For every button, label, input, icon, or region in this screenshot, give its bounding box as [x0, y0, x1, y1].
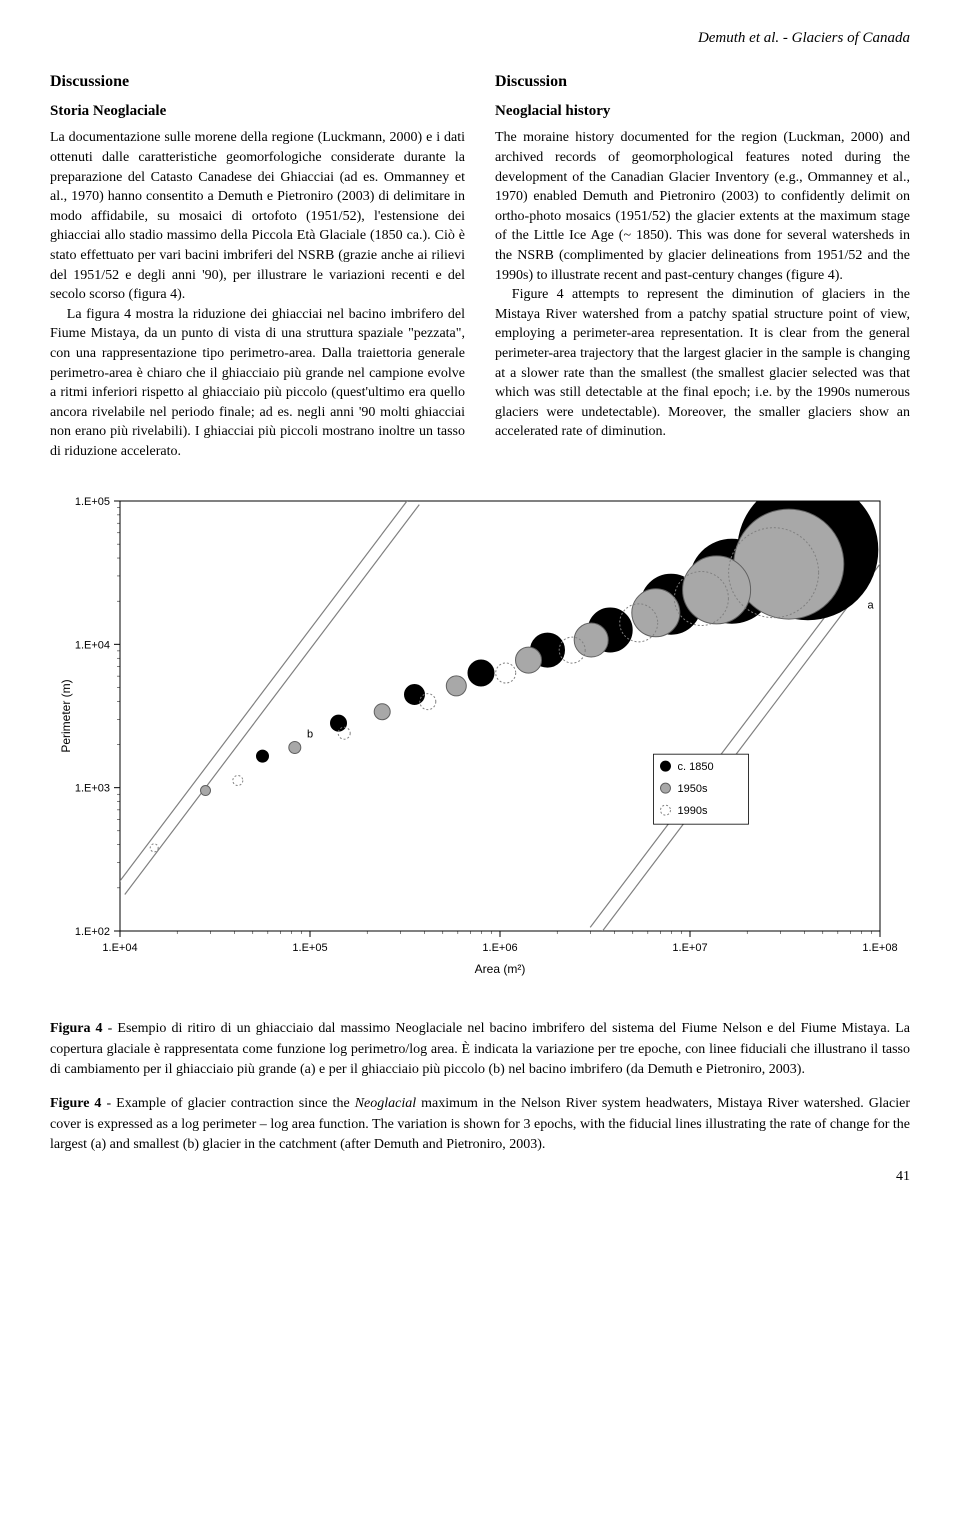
figure-4-chart: 1.E+04 1.E+05 1.E+06 1.E+07 1.E+08 1.E+02 1.E+… — [50, 481, 910, 1001]
left-title: Discussione — [50, 71, 465, 93]
caption-italian: Figura 4 - Esempio di ritiro di un ghiac… — [50, 1019, 910, 1080]
header-citation: Demuth et al. - Glaciers of Canada — [50, 30, 910, 47]
svg-text:1.E+05: 1.E+05 — [75, 496, 110, 508]
caption-en-label: Figure 4 — [50, 1096, 101, 1111]
svg-text:1.E+07: 1.E+07 — [672, 942, 707, 954]
right-subtitle: Neoglacial history — [495, 101, 910, 122]
caption-english: Figure 4 - Example of glacier contractio… — [50, 1094, 910, 1155]
left-subtitle: Storia Neoglaciale — [50, 101, 465, 122]
svg-text:1950s: 1950s — [678, 784, 708, 796]
two-column-layout: Discussione Storia Neoglaciale La docume… — [50, 71, 910, 461]
svg-text:1990s: 1990s — [678, 806, 708, 818]
left-para2: La figura 4 mostra la riduzione dei ghia… — [50, 305, 465, 462]
svg-text:c. 1850: c. 1850 — [678, 762, 714, 774]
svg-text:b: b — [307, 729, 313, 741]
svg-text:1.E+04: 1.E+04 — [102, 942, 137, 954]
perimeter-area-chart-svg: 1.E+04 1.E+05 1.E+06 1.E+07 1.E+08 1.E+02 1.E+… — [50, 481, 910, 1001]
svg-text:1.E+05: 1.E+05 — [292, 942, 327, 954]
caption-en-pre: - Example of glacier contraction since t… — [101, 1096, 354, 1111]
right-para1: The moraine history documented for the r… — [495, 128, 910, 285]
right-column: Discussion Neoglacial history The morain… — [495, 71, 910, 461]
left-column: Discussione Storia Neoglaciale La docume… — [50, 71, 465, 461]
page-number: 41 — [50, 1169, 910, 1185]
svg-text:1.E+03: 1.E+03 — [75, 783, 110, 795]
right-para2: Figure 4 attempts to represent the dimin… — [495, 285, 910, 442]
svg-text:1.E+02: 1.E+02 — [75, 926, 110, 938]
right-title: Discussion — [495, 71, 910, 93]
svg-text:Perimeter (m): Perimeter (m) — [59, 680, 73, 753]
svg-text:1.E+08: 1.E+08 — [862, 942, 897, 954]
svg-text:1.E+04: 1.E+04 — [75, 640, 110, 652]
svg-text:Area (m²): Area (m²) — [475, 962, 526, 976]
caption-en-em: Neoglacial — [355, 1096, 416, 1111]
svg-text:a: a — [867, 600, 874, 612]
caption-it-text: - Esempio di ritiro di un ghiacciaio dal… — [50, 1021, 910, 1077]
caption-it-label: Figura 4 — [50, 1021, 103, 1036]
svg-text:1.E+06: 1.E+06 — [482, 942, 517, 954]
left-para1: La documentazione sulle morene della reg… — [50, 128, 465, 304]
